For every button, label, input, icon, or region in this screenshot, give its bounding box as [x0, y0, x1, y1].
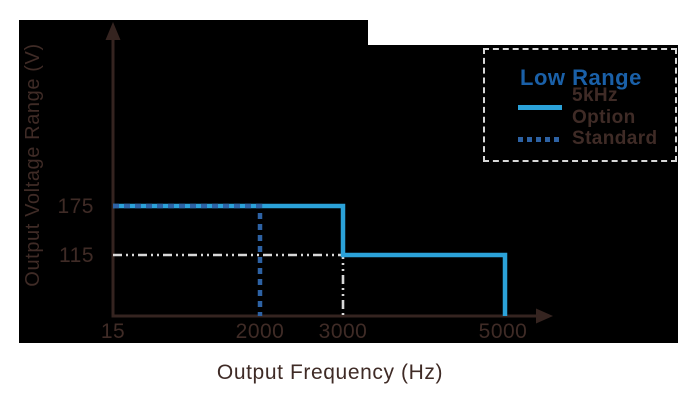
x-tick-15: 15 — [100, 320, 126, 343]
legend-title: Low Range — [520, 65, 642, 90]
dashed-line-swatch-icon — [518, 136, 562, 142]
y-axis-label: Output Voltage Range (V) — [21, 43, 44, 287]
x-tick-2000: 2000 — [235, 320, 285, 343]
series-standard-line — [113, 203, 263, 316]
solid-line-swatch-icon — [518, 104, 562, 110]
series-layer — [113, 203, 508, 316]
y-tick-175: 175 — [57, 195, 94, 218]
y-tick-115: 115 — [59, 244, 94, 267]
legend-item-standard: Standard — [518, 128, 658, 149]
legend-item-label: 5kHz Option — [572, 85, 636, 128]
x-tick-3000: 3000 — [318, 320, 368, 343]
x-tick-5000: 5000 — [478, 320, 528, 343]
x-axis-arrow-icon — [536, 308, 553, 324]
legend-item-5khz: 5kHz Option — [518, 85, 675, 128]
y-axis-arrow-icon — [105, 22, 121, 40]
chart-background — [19, 20, 678, 343]
legend-box: Low Range 5kHz Option Standard — [483, 48, 677, 162]
legend-item-label: Standard — [572, 128, 658, 149]
series-5khz-line — [113, 203, 508, 316]
x-axis-label: Output Frequency (Hz) — [216, 361, 444, 384]
